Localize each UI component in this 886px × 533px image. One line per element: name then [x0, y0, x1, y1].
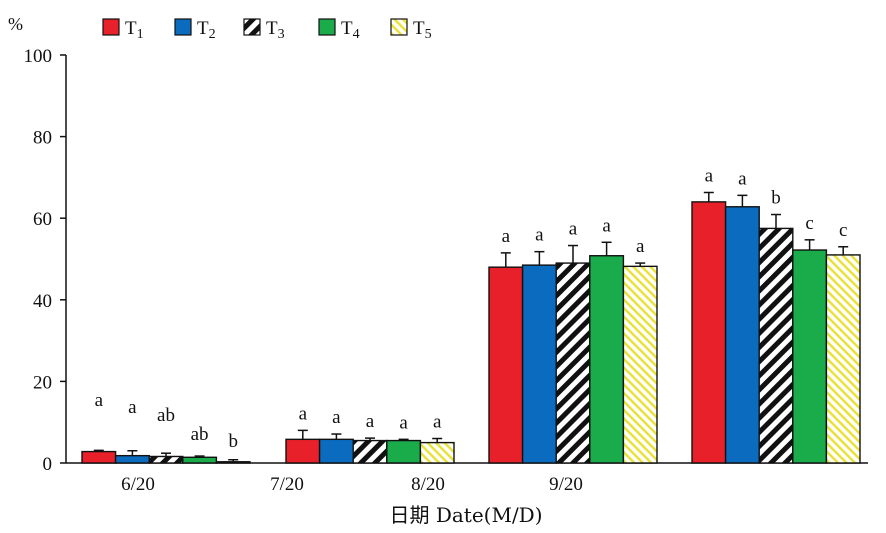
- significance-letter: a: [128, 397, 137, 418]
- significance-letter: a: [95, 390, 104, 411]
- legend-swatch-t3: [243, 18, 261, 36]
- significance-letter: a: [738, 168, 747, 189]
- x-tick-label: 6/20: [121, 474, 155, 495]
- legend-label-t5: T5: [413, 18, 432, 42]
- y-unit-label: %: [8, 14, 23, 34]
- legend: T1 T2 T3 T4 T5: [102, 18, 432, 42]
- bar-t4-4: [792, 249, 828, 464]
- bar-t5-4: [825, 254, 861, 464]
- y-tick-label: 100: [24, 46, 53, 67]
- legend-label-t1: T1: [125, 18, 144, 42]
- significance-letter: a: [602, 215, 611, 236]
- significance-letter: a: [332, 407, 341, 428]
- x-tick-label: 9/20: [549, 474, 583, 495]
- bar-t3-3: [555, 262, 591, 464]
- x-axis-title: 日期 Date(M/D): [389, 503, 542, 527]
- bar-t2-4: [724, 206, 760, 464]
- significance-letter: a: [569, 219, 578, 240]
- significance-letter: a: [705, 165, 714, 186]
- legend-swatch-t1: [102, 18, 120, 36]
- y-tick-label: 20: [33, 372, 52, 393]
- legend-label-t4: T4: [341, 18, 360, 42]
- significance-letter: ab: [157, 405, 175, 426]
- bar-t5-2: [419, 441, 455, 464]
- bar-t1-3: [488, 266, 524, 464]
- significance-letter: ab: [191, 424, 209, 445]
- bar-t5-3: [622, 265, 658, 464]
- significance-letter: c: [805, 213, 813, 234]
- bar-t1-2: [285, 438, 321, 464]
- significance-letter: b: [228, 431, 238, 452]
- bar-t1-4: [691, 201, 727, 464]
- bar-t3-2: [352, 439, 388, 464]
- significance-letter: a: [366, 411, 375, 432]
- y-tick-label: 80: [33, 128, 52, 149]
- bar-t3-1: [148, 455, 184, 464]
- significance-letter: a: [535, 225, 544, 246]
- significance-letter: a: [299, 403, 308, 424]
- bar-t4-1: [182, 456, 218, 464]
- bar-t1-1: [81, 450, 117, 464]
- legend-swatch-t4: [318, 18, 336, 36]
- legend-swatch-t5: [390, 18, 408, 36]
- bar-t2-1: [114, 454, 150, 464]
- bar-t4-3: [589, 255, 625, 464]
- y-tick-label: 60: [33, 209, 52, 230]
- significance-letter: b: [771, 188, 781, 209]
- legend-swatch-t2: [174, 18, 192, 36]
- bar-t2-3: [521, 264, 557, 464]
- x-tick-label: 8/20: [411, 474, 445, 495]
- significance-letter: a: [399, 412, 408, 433]
- significance-letter: a: [636, 236, 645, 257]
- legend-label-t2: T2: [197, 18, 216, 42]
- y-tick-label: 40: [33, 291, 52, 312]
- x-tick-label: 7/20: [270, 474, 304, 495]
- bar-t4-2: [386, 439, 422, 464]
- significance-letter: a: [502, 226, 511, 247]
- significance-letter: a: [433, 412, 442, 433]
- bar-t2-2: [318, 438, 354, 464]
- bar-t3-4: [758, 227, 794, 464]
- y-tick-label: 0: [43, 454, 53, 475]
- bar-t5-1: [215, 461, 251, 464]
- significance-letter: c: [839, 220, 847, 241]
- legend-label-t3: T3: [266, 18, 285, 42]
